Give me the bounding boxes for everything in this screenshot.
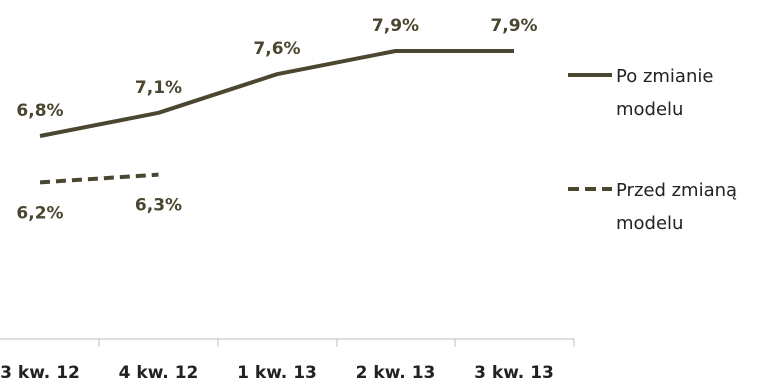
legend-label: Przed zmianą bbox=[616, 180, 737, 201]
data-labels: 6,8% 7,1% 7,6% 7,9% 7,9% 6,2% 6,3% bbox=[16, 16, 537, 223]
legend-label: modelu bbox=[616, 99, 683, 120]
data-label: 6,2% bbox=[16, 203, 63, 223]
series-line-przed-zmiana bbox=[39, 172, 159, 185]
x-tick-labels: 3 kw. 12 4 kw. 12 1 kw. 13 2 kw. 13 3 kw. 13 bbox=[0, 363, 554, 383]
legend-label: Po zmianie bbox=[616, 66, 713, 87]
data-label: 7,9% bbox=[372, 16, 419, 36]
data-label: 6,3% bbox=[135, 196, 182, 216]
legend: Po zmianie modelu Przed zmianą modelu bbox=[568, 66, 737, 234]
x-axis bbox=[0, 338, 575, 347]
series-line-po-zmianie bbox=[39, 49, 514, 138]
x-tick-label: 2 kw. 13 bbox=[356, 363, 436, 383]
series-layer bbox=[39, 49, 514, 185]
data-label: 6,8% bbox=[16, 101, 63, 121]
x-tick-label: 1 kw. 13 bbox=[237, 363, 317, 383]
data-label: 7,1% bbox=[135, 78, 182, 98]
x-tick-label: 3 kw. 13 bbox=[474, 363, 554, 383]
x-tick-label: 4 kw. 12 bbox=[119, 363, 199, 383]
legend-label: modelu bbox=[616, 213, 683, 234]
data-label: 7,6% bbox=[253, 39, 300, 59]
data-label: 7,9% bbox=[490, 16, 537, 36]
x-tick-label: 3 kw. 12 bbox=[0, 363, 80, 383]
